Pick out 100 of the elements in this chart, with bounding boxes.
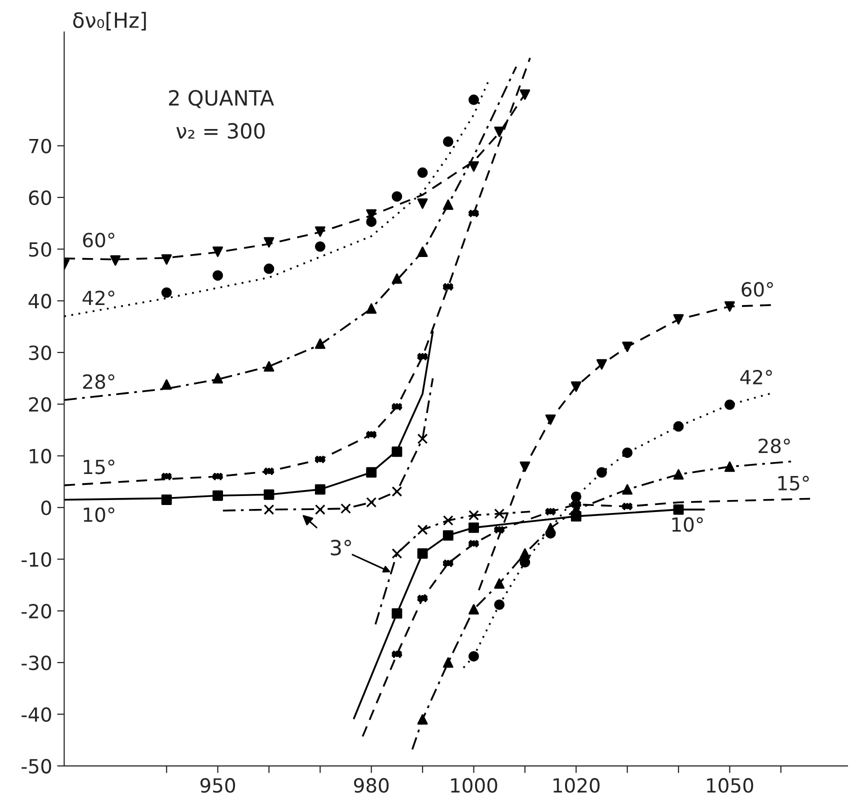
point — [264, 237, 274, 248]
point — [366, 303, 377, 314]
point — [366, 216, 377, 227]
x-tick-label: 980 — [354, 778, 389, 793]
point — [673, 314, 684, 325]
point — [442, 515, 454, 526]
point — [622, 448, 633, 458]
point — [468, 161, 479, 172]
point — [366, 467, 377, 478]
y-tick-label: 70 — [29, 138, 52, 154]
x-tick-label: 1020 — [554, 778, 600, 793]
y-tick-label: 20 — [29, 397, 52, 412]
series-label: 10° — [672, 517, 703, 532]
x-tick-label: 950 — [200, 778, 236, 793]
y-tick-label: 10 — [30, 448, 52, 464]
point — [417, 434, 428, 444]
series-label: 60° — [742, 282, 773, 297]
point — [468, 94, 479, 106]
point — [417, 524, 428, 535]
point — [673, 469, 684, 480]
point — [161, 494, 172, 505]
point — [520, 461, 530, 472]
series-label: 60° — [83, 232, 114, 248]
y-tick-label: 50 — [29, 242, 52, 257]
point — [596, 467, 607, 478]
y-tick-label: -50 — [22, 758, 52, 774]
point — [494, 508, 505, 519]
point — [442, 657, 454, 668]
point — [468, 651, 479, 662]
point — [392, 486, 402, 497]
point — [724, 301, 735, 312]
point — [545, 414, 556, 425]
point — [494, 599, 505, 610]
point — [724, 461, 735, 472]
point — [442, 199, 454, 210]
point — [392, 191, 402, 202]
x-tick-label: 1000 — [451, 778, 498, 793]
point — [161, 254, 172, 265]
point — [366, 497, 377, 508]
point — [314, 484, 326, 495]
point — [314, 338, 326, 349]
point — [161, 379, 172, 390]
text: ν₂ = 300 — [176, 123, 265, 139]
point — [212, 490, 224, 501]
point — [212, 246, 224, 257]
point — [520, 548, 530, 559]
point — [442, 530, 454, 541]
point — [520, 89, 530, 100]
y-tick-label: 60 — [29, 190, 52, 206]
point — [468, 522, 479, 533]
series-label: 10° — [84, 507, 114, 522]
point — [264, 489, 274, 500]
point — [212, 373, 224, 384]
point — [314, 504, 326, 515]
point — [545, 522, 556, 534]
point — [468, 510, 479, 520]
y-tick-label: 40 — [28, 294, 52, 308]
point — [161, 287, 172, 298]
series-label: 42° — [82, 290, 114, 306]
point — [596, 359, 607, 370]
point — [417, 714, 428, 725]
point — [110, 255, 121, 266]
y-tick-label: -30 — [22, 656, 52, 670]
y-tick-label: -40 — [22, 707, 52, 722]
point — [417, 548, 428, 559]
point — [340, 503, 351, 514]
series-label: 42° — [740, 370, 772, 384]
x-tick-label: 1050 — [707, 778, 754, 793]
point — [570, 511, 582, 522]
point — [673, 504, 684, 515]
point — [264, 361, 274, 372]
annotation: 3° — [330, 540, 351, 556]
point — [442, 136, 454, 147]
point — [392, 446, 402, 457]
point — [314, 226, 326, 237]
point — [417, 198, 428, 209]
point — [673, 421, 684, 432]
point — [570, 381, 582, 392]
series-label: 15° — [778, 476, 809, 490]
series-label: 15° — [84, 460, 114, 474]
point — [468, 604, 479, 615]
point — [264, 264, 274, 274]
y-tick-label: 30 — [29, 345, 52, 360]
point — [212, 270, 224, 281]
point — [520, 557, 530, 568]
point — [314, 241, 326, 252]
point — [570, 491, 582, 502]
series-label: 28° — [83, 374, 114, 390]
point — [622, 484, 633, 495]
point — [264, 504, 274, 515]
series-label: 28° — [758, 438, 790, 454]
y-axis-title: δν₀[Hz] — [73, 12, 146, 30]
y-tick-label: 0 — [41, 500, 52, 516]
point — [417, 246, 428, 257]
point — [494, 126, 505, 138]
point — [392, 548, 402, 559]
y-tick-label: -20 — [22, 604, 52, 619]
point — [392, 608, 402, 619]
point — [622, 342, 633, 352]
point — [724, 399, 735, 410]
